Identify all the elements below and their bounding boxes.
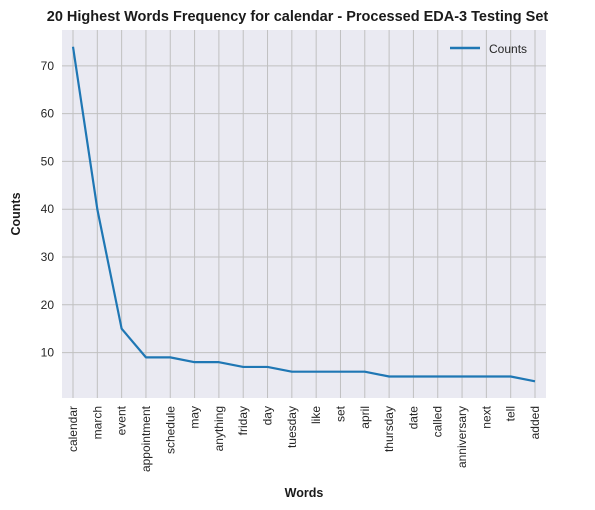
chart-title: 20 Highest Words Frequency for calendar … — [46, 9, 549, 25]
y-tick-label: 50 — [41, 154, 55, 168]
x-tick-label: anything — [212, 406, 226, 451]
x-tick-label: anniversary — [455, 406, 469, 468]
y-tick-label: 40 — [41, 202, 55, 216]
x-tick-label: day — [261, 406, 275, 425]
plot-area — [62, 30, 546, 398]
x-tick-label: called — [431, 406, 445, 437]
x-tick-label: friday — [236, 406, 250, 435]
x-axis-ticks: calendar march event appointment schedule may… — [66, 405, 542, 472]
x-tick-label: next — [479, 405, 493, 428]
y-tick-label: 30 — [41, 250, 55, 264]
x-tick-label: schedule — [163, 406, 177, 454]
x-tick-label: tuesday — [285, 406, 299, 448]
x-tick-label: calendar — [66, 406, 80, 452]
x-tick-label: like — [309, 406, 323, 424]
x-tick-label: tell — [504, 406, 518, 421]
y-tick-label: 70 — [41, 59, 55, 73]
series-layer — [71, 46, 536, 383]
x-tick-label: appointment — [139, 405, 153, 472]
series-line-counts — [71, 46, 536, 383]
x-tick-label: thursday — [382, 406, 396, 452]
y-axis-ticks: 10 20 30 40 50 60 70 — [41, 59, 55, 360]
x-tick-label: date — [406, 406, 420, 430]
x-tick-label: set — [333, 405, 347, 422]
x-tick-label: march — [90, 406, 104, 439]
x-tick-label: april — [358, 406, 372, 429]
y-tick-label: 60 — [41, 107, 55, 121]
grid — [62, 30, 546, 398]
y-tick-label: 20 — [41, 298, 55, 312]
x-tick-label: event — [115, 405, 129, 435]
x-tick-label: may — [188, 406, 202, 429]
legend-label: Counts — [489, 42, 527, 56]
y-tick-label: 10 — [41, 346, 55, 360]
legend: Counts — [450, 42, 527, 56]
x-axis-label: Words — [285, 486, 324, 500]
y-axis-label: Counts — [9, 192, 23, 235]
x-tick-label: added — [528, 406, 542, 439]
